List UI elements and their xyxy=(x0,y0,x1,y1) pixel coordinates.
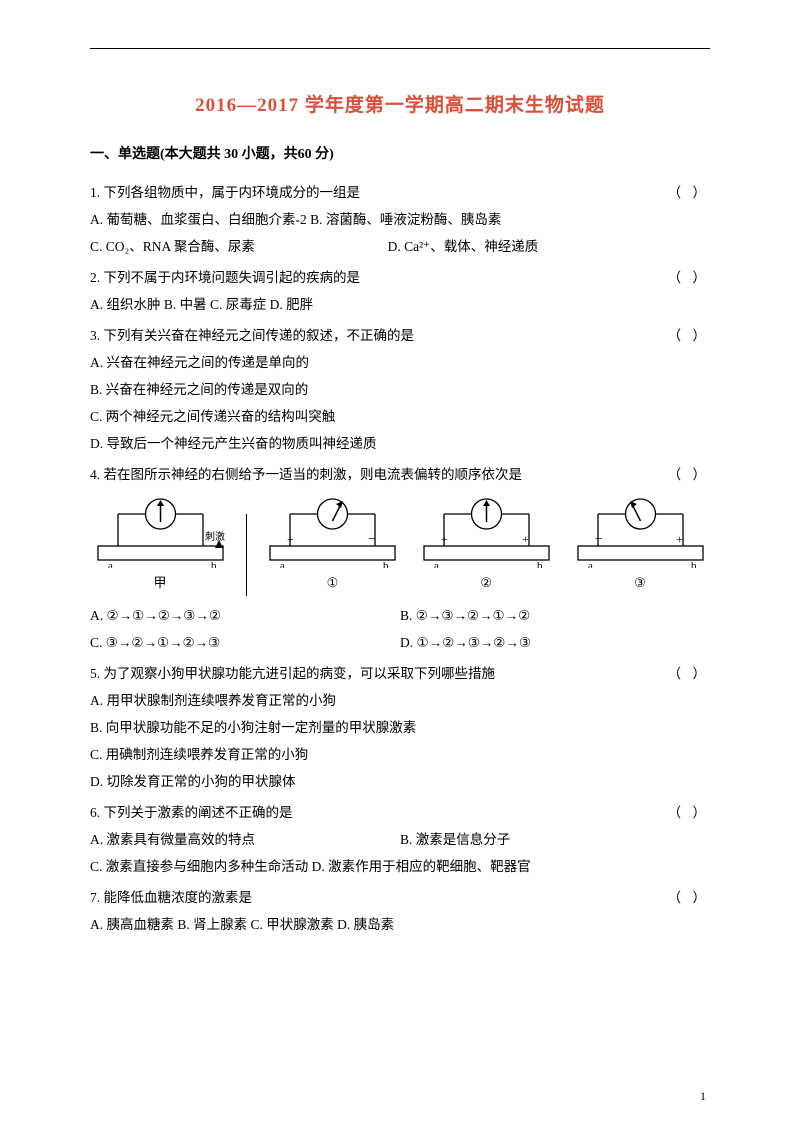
answer-blank: （ ） xyxy=(658,884,710,911)
label-3: ③ xyxy=(634,570,646,596)
question-6: 6. 下列关于激素的阐述不正确的是 （ ） A. 激素具有微量高效的特点 B. … xyxy=(90,799,710,880)
svg-text:b: b xyxy=(211,560,217,568)
q5-opt-c: C. 用碘制剂连续喂养发育正常的小狗 xyxy=(90,741,710,768)
q6-stem: 6. 下列关于激素的阐述不正确的是 xyxy=(90,799,658,826)
page-number: 1 xyxy=(700,1089,706,1104)
svg-text:b: b xyxy=(537,560,543,568)
svg-text:+: + xyxy=(287,532,294,546)
q7-opts: A. 胰高血糖素 B. 肾上腺素 C. 甲状腺激素 D. 胰岛素 xyxy=(90,911,710,938)
q5-opt-b: B. 向甲状腺功能不足的小狗注射一定剂量的甲状腺激素 xyxy=(90,714,710,741)
q4-opt-c: C. ③→②→①→②→③ xyxy=(90,629,400,656)
q2-stem: 2. 下列不属于内环境问题失调引起的疾病的是 xyxy=(90,264,658,291)
svg-text:+: + xyxy=(676,532,683,546)
answer-blank: （ ） xyxy=(658,799,710,826)
q4-opt-a: A. ②→①→②→③→② xyxy=(90,602,400,629)
svg-text:b: b xyxy=(691,560,697,568)
q3-opt-c: C. 两个神经元之间传递兴奋的结构叫突触 xyxy=(90,403,710,430)
q3-opt-b: B. 兴奋在神经元之间的传递是双向的 xyxy=(90,376,710,403)
q1-opt-ab: A. 葡萄糖、血浆蛋白、白细胞介素-2 B. 溶菌酶、唾液淀粉酶、胰岛素 xyxy=(90,206,710,233)
q2-opts: A. 组织水肿 B. 中暑 C. 尿毒症 D. 肥胖 xyxy=(90,291,710,318)
svg-text:a: a xyxy=(588,560,593,568)
top-rule xyxy=(90,48,710,49)
question-1: 1. 下列各组物质中，属于内环境成分的一组是 （ ） A. 葡萄糖、血浆蛋白、白… xyxy=(90,179,710,260)
answer-blank: （ ） xyxy=(658,660,710,687)
galvanometer-2: + + a b ② xyxy=(416,496,556,596)
q4-diagram: a b 刺激 甲 + − a b ① xyxy=(90,496,710,596)
svg-text:a: a xyxy=(434,560,439,568)
q6-opt-cd: C. 激素直接参与细胞内多种生命活动 D. 激素作用于相应的靶细胞、靶器官 xyxy=(90,853,710,880)
page-title: 2016—2017 学年度第一学期高二期末生物试题 xyxy=(90,90,710,117)
question-4: 4. 若在图所示神经的右侧给予一适当的刺激，则电流表偏转的顺序依次是 （ ） a… xyxy=(90,461,710,656)
question-7: 7. 能降低血糖浓度的激素是 （ ） A. 胰高血糖素 B. 肾上腺素 C. 甲… xyxy=(90,884,710,938)
q1-opt-d: D. Ca²⁺、载体、神经递质 xyxy=(388,233,539,260)
q5-opt-a: A. 用甲状腺制剂连续喂养发育正常的小狗 xyxy=(90,687,710,714)
q5-stem: 5. 为了观察小狗甲状腺功能亢进引起的病变，可以采取下列哪些措施 xyxy=(90,660,658,687)
divider xyxy=(246,514,247,596)
answer-blank: （ ） xyxy=(658,179,710,206)
svg-text:−: − xyxy=(368,532,376,547)
label-jia: 甲 xyxy=(153,570,166,596)
q1-opt-c: C. CO₂、RNA 聚合酶、尿素 xyxy=(90,233,388,260)
question-2: 2. 下列不属于内环境问题失调引起的疾病的是 （ ） A. 组织水肿 B. 中暑… xyxy=(90,264,710,318)
q5-opt-d: D. 切除发育正常的小狗的甲状腺体 xyxy=(90,768,710,795)
answer-blank: （ ） xyxy=(658,461,710,488)
section-header: 一、单选题(本大题共 30 小题，共60 分) xyxy=(90,143,710,163)
svg-text:+: + xyxy=(441,532,448,546)
answer-blank: （ ） xyxy=(658,322,710,349)
q3-opt-a: A. 兴奋在神经元之间的传递是单向的 xyxy=(90,349,710,376)
svg-text:+: + xyxy=(522,532,529,546)
q6-opt-b: B. 激素是信息分子 xyxy=(400,826,710,853)
q3-stem: 3. 下列有关兴奋在神经元之间传递的叙述，不正确的是 xyxy=(90,322,658,349)
q4-opt-b: B. ②→③→②→①→② xyxy=(400,602,710,629)
question-5: 5. 为了观察小狗甲状腺功能亢进引起的病变，可以采取下列哪些措施 （ ） A. … xyxy=(90,660,710,795)
q7-stem: 7. 能降低血糖浓度的激素是 xyxy=(90,884,658,911)
svg-text:a: a xyxy=(108,560,113,568)
galvanometer-3: − + a b ③ xyxy=(570,496,710,596)
q1-stem: 1. 下列各组物质中，属于内环境成分的一组是 xyxy=(90,179,658,206)
svg-text:−: − xyxy=(595,532,603,547)
question-3: 3. 下列有关兴奋在神经元之间传递的叙述，不正确的是 （ ） A. 兴奋在神经元… xyxy=(90,322,710,457)
q4-stem: 4. 若在图所示神经的右侧给予一适当的刺激，则电流表偏转的顺序依次是 xyxy=(90,461,658,488)
answer-blank: （ ） xyxy=(658,264,710,291)
svg-text:b: b xyxy=(383,560,389,568)
q3-opt-d: D. 导致后一个神经元产生兴奋的物质叫神经递质 xyxy=(90,430,710,457)
svg-text:a: a xyxy=(280,560,285,568)
label-1: ① xyxy=(327,570,339,596)
svg-text:刺激: 刺激 xyxy=(205,530,225,543)
galvanometer-1: + − a b ① xyxy=(263,496,403,596)
galvanometer-jia: a b 刺激 甲 xyxy=(90,496,230,596)
q6-opt-a: A. 激素具有微量高效的特点 xyxy=(90,826,400,853)
label-2: ② xyxy=(480,570,492,596)
q4-opt-d: D. ①→②→③→②→③ xyxy=(400,629,710,656)
